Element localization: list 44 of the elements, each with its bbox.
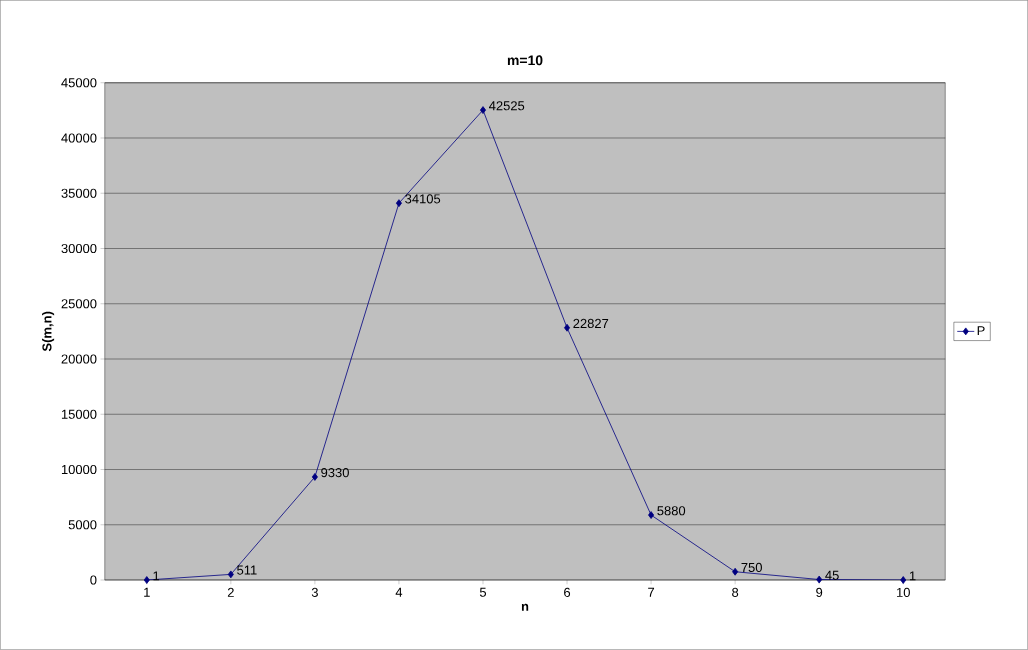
y-tick-label: 30000 [61, 244, 97, 254]
data-label: 511 [237, 565, 257, 575]
x-tick-label: 4 [395, 587, 403, 597]
data-label: 42525 [489, 101, 525, 111]
point [732, 567, 739, 576]
x-axis-title: n [521, 603, 529, 611]
y-axis-title: S(m,n) [42, 311, 55, 352]
data-label: 34105 [405, 194, 441, 204]
x-tick-label: 2 [227, 587, 234, 597]
x-tick-label: 6 [564, 587, 571, 598]
data-label: 9330 [321, 468, 349, 478]
point [227, 570, 234, 579]
x-tick-label: 8 [732, 587, 739, 598]
x-tick-label: 1 [144, 587, 150, 597]
y-tick-label: 5000 [68, 520, 97, 530]
legend-label: P [977, 326, 985, 336]
y-tick-label: 15000 [61, 409, 97, 419]
x-tick-label: 5 [479, 587, 487, 597]
point [900, 576, 907, 585]
data-label: 1 [153, 571, 160, 581]
y-tick-label: 35000 [61, 188, 97, 198]
y-tick-label: 10000 [61, 465, 97, 475]
x-tick-label: 10 [897, 587, 910, 598]
y-tick-label: 45000 [61, 78, 97, 88]
x-tick-label: 3 [311, 587, 318, 598]
data-label: 750 [741, 562, 762, 573]
x-tick-label: 9 [816, 587, 823, 598]
y-tick-label: 40000 [61, 133, 97, 143]
data-label: 1 [909, 571, 916, 581]
data-label: 22827 [573, 318, 609, 329]
data-label: 45 [825, 570, 839, 580]
chart-title: m=10 [507, 55, 543, 66]
point [143, 576, 150, 585]
point [479, 106, 487, 115]
point [311, 473, 318, 481]
point [648, 511, 655, 520]
point [816, 575, 823, 584]
y-tick-label: 0 [90, 575, 97, 585]
data-label: 5880 [657, 506, 686, 516]
x-tick-label: 7 [648, 587, 655, 597]
point [395, 199, 402, 208]
point [564, 323, 571, 332]
y-tick-label: 20000 [61, 354, 97, 364]
y-tick-label: 25000 [61, 299, 97, 309]
